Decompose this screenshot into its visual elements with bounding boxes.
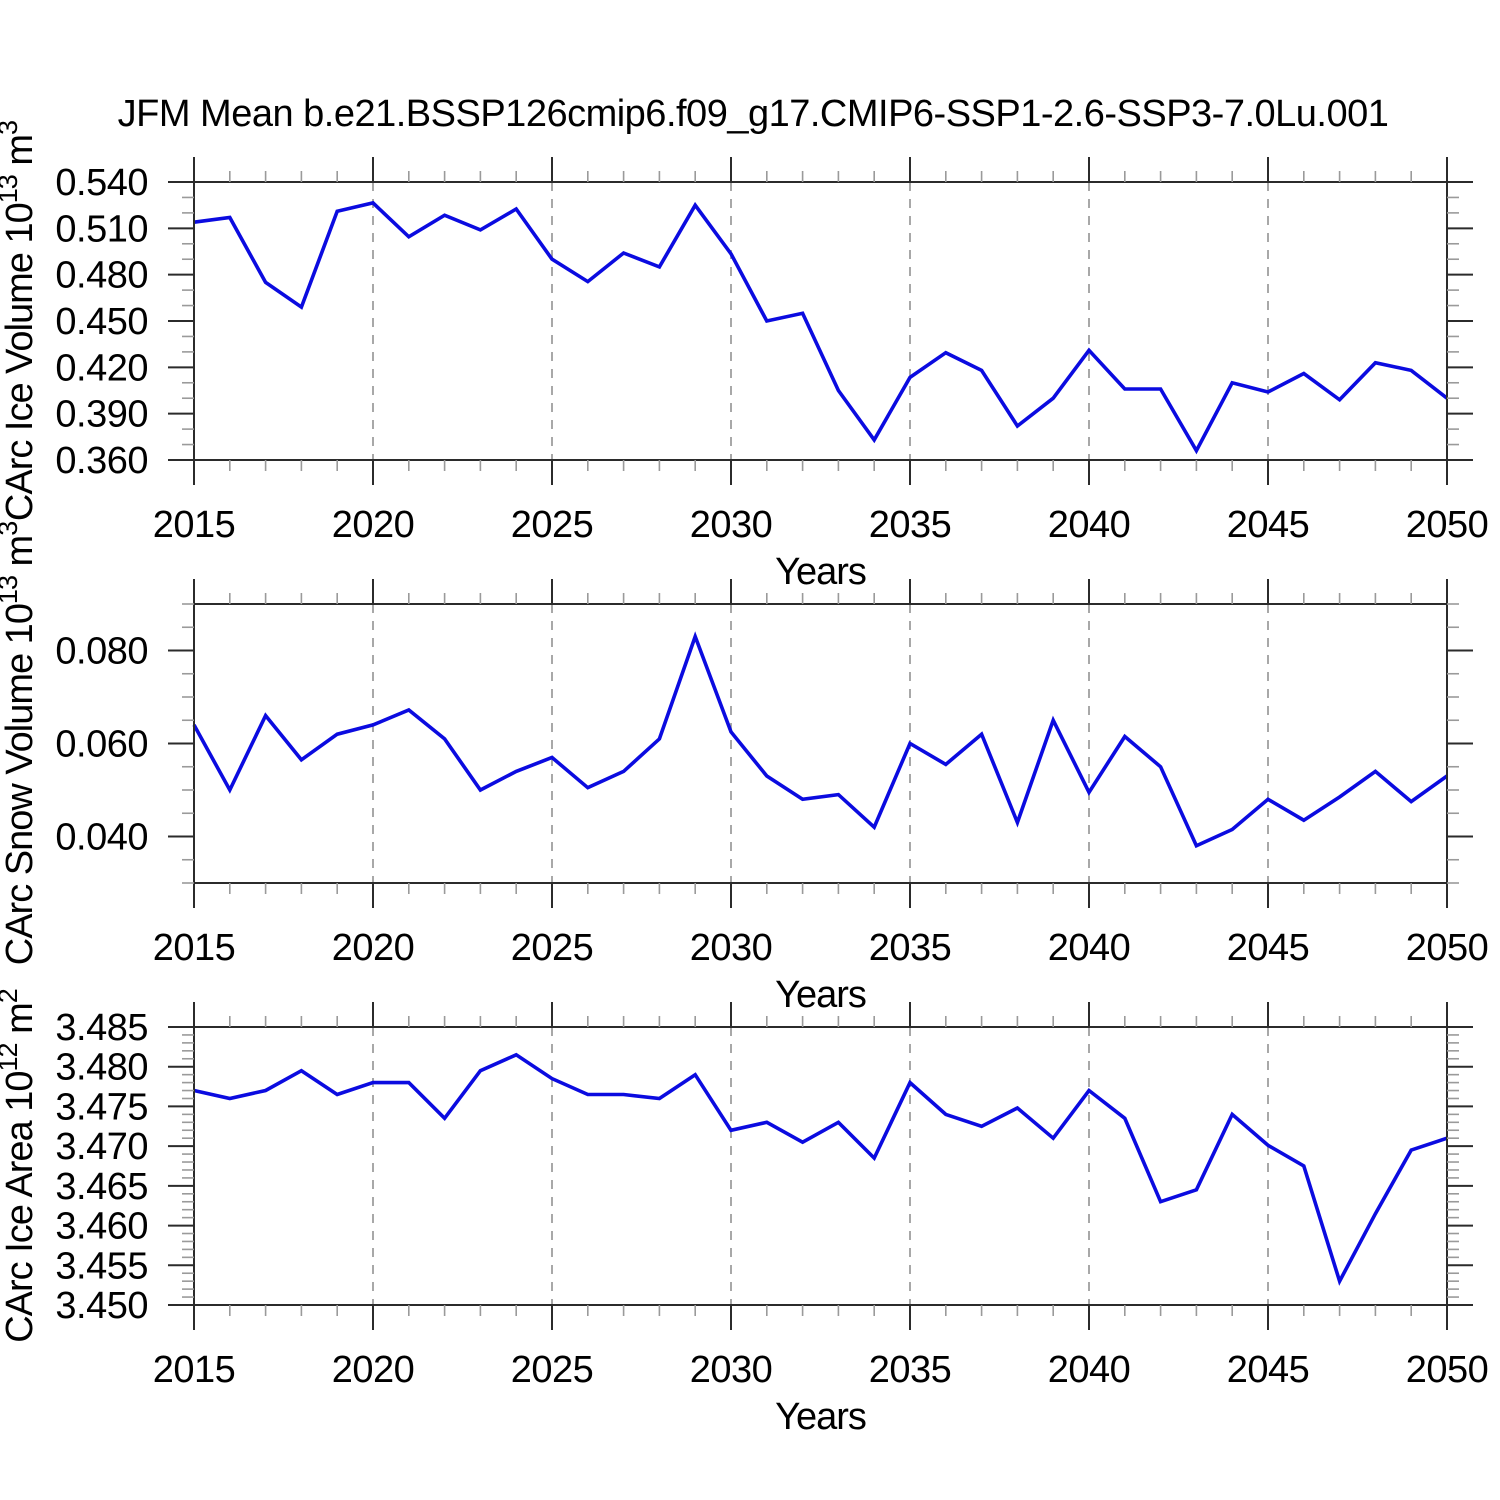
x-tick-label: 2045 — [1227, 1349, 1310, 1391]
x-minor-ticks — [229, 1016, 1412, 1316]
y-tick-label: 0.420 — [55, 347, 148, 389]
series-line-carc-ice-volume — [193, 200, 1449, 455]
y-tick-label: 0.360 — [55, 440, 148, 482]
x-tick-label: 2015 — [153, 504, 236, 546]
x-tick-label: 2020 — [332, 927, 415, 969]
x-axis-title: Years — [775, 1396, 866, 1438]
y-tick-label: 0.040 — [55, 817, 148, 859]
x-tick-label: 2040 — [1048, 504, 1131, 546]
y-major-ticks — [168, 649, 1473, 838]
x-minor-ticks — [229, 593, 1412, 894]
y-minor-ticks — [182, 1034, 1459, 1298]
ylabel-segment: m — [0, 135, 41, 175]
y-major-ticks — [168, 181, 1473, 461]
series-line-carc-ice-area — [193, 1052, 1448, 1286]
x-tick-label: 2040 — [1048, 927, 1131, 969]
y-tick-label: 0.480 — [55, 255, 148, 297]
ylabel-segment: m — [0, 1003, 41, 1043]
y-tick-label: 3.465 — [55, 1166, 148, 1208]
ylabel-superscript: 13 — [0, 576, 23, 604]
ylabel-superscript: 3 — [0, 522, 23, 536]
x-tick-label: 2030 — [690, 504, 773, 546]
y-tick-label: 3.450 — [55, 1285, 148, 1327]
panel-carc-ice-area: 3.4503.4553.4603.4653.4703.4753.4803.485… — [0, 989, 1489, 1438]
ylabel-superscript: 3 — [0, 121, 23, 135]
ylabel-segment: CArc Ice Area 10 — [0, 1072, 41, 1343]
x-tick-label: 2025 — [511, 504, 594, 546]
x-tick-label: 2015 — [153, 1349, 236, 1391]
series-line-carc-snow-volume — [192, 631, 1449, 849]
x-major-ticks — [193, 579, 1448, 908]
y-tick-label: 3.480 — [55, 1047, 148, 1089]
x-tick-label: 2035 — [869, 927, 952, 969]
plot-frame — [193, 1026, 1448, 1306]
ylabel-superscript: 2 — [0, 989, 23, 1003]
y-tick-label: 3.475 — [55, 1086, 148, 1128]
x-tick-label: 2015 — [153, 927, 236, 969]
plot-frame — [193, 181, 1448, 461]
y-tick-label: 3.455 — [55, 1245, 148, 1287]
y-tick-label: 0.080 — [55, 631, 148, 673]
x-tick-label: 2020 — [332, 1349, 415, 1391]
ylabel-superscript: 13 — [0, 175, 23, 203]
y-major-ticks — [168, 1026, 1473, 1306]
y-tick-label: 0.510 — [55, 208, 148, 250]
y-axis-title-carc-ice-volume: CArc Ice Volume 1013 m3 — [0, 121, 41, 521]
x-axis-title: Years — [775, 974, 866, 1016]
x-tick-label: 2045 — [1227, 504, 1310, 546]
x-tick-label: 2045 — [1227, 927, 1310, 969]
y-tick-label: 0.060 — [55, 724, 148, 766]
ylabel-superscript: 12 — [0, 1043, 23, 1071]
x-minor-ticks — [229, 171, 1412, 471]
y-tick-label: 3.470 — [55, 1126, 148, 1168]
plot-frame — [193, 603, 1448, 884]
x-tick-label: 2050 — [1406, 504, 1489, 546]
x-tick-label: 2035 — [869, 1349, 952, 1391]
ylabel-segment: CArc Ice Volume 10 — [0, 203, 41, 521]
y-axis-title-carc-ice-area: CArc Ice Area 1012 m2 — [0, 989, 41, 1343]
x-tick-label: 2020 — [332, 504, 415, 546]
y-tick-label: 3.485 — [55, 1007, 148, 1049]
x-tick-label: 2050 — [1406, 927, 1489, 969]
x-tick-label: 2050 — [1406, 1349, 1489, 1391]
gridlines — [372, 182, 1269, 460]
x-tick-label: 2035 — [869, 504, 952, 546]
x-tick-label: 2025 — [511, 927, 594, 969]
x-major-ticks — [193, 1002, 1448, 1330]
y-minor-ticks — [182, 196, 1459, 446]
figure-title: JFM Mean b.e21.BSSP126cmip6.f09_g17.CMIP… — [118, 93, 1389, 135]
x-tick-label: 2030 — [690, 927, 773, 969]
y-axis-title-carc-snow-volume: CArc Snow Volume 1013 m3 — [0, 522, 41, 965]
ylabel-segment: CArc Snow Volume 10 — [0, 604, 41, 965]
x-tick-label: 2025 — [511, 1349, 594, 1391]
y-minor-ticks — [182, 603, 1459, 884]
x-tick-label: 2040 — [1048, 1349, 1131, 1391]
gridlines — [372, 1027, 1269, 1305]
y-tick-label: 0.390 — [55, 394, 148, 436]
y-tick-label: 3.460 — [55, 1206, 148, 1248]
x-tick-label: 2030 — [690, 1349, 773, 1391]
x-axis-title: Years — [775, 551, 866, 593]
y-tick-label: 0.540 — [55, 162, 148, 204]
ylabel-segment: m — [0, 536, 41, 576]
x-major-ticks — [193, 157, 1448, 485]
y-tick-label: 0.450 — [55, 301, 148, 343]
panel-carc-snow-volume: 0.040 0.060 0.080 2015 2020 2025 2030 2035 2040 2… — [0, 522, 1489, 1016]
